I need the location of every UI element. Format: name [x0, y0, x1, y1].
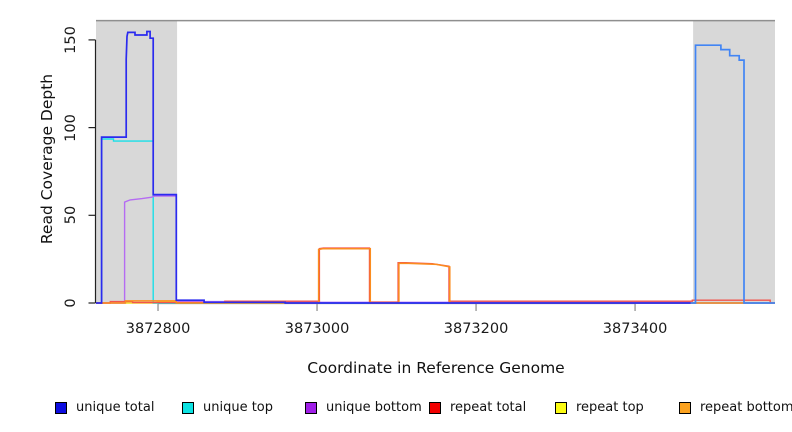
- series-line-unique-total: [690, 44, 775, 304]
- legend-item-unique-total: unique total: [55, 400, 155, 415]
- repeat-region-shade: [693, 20, 775, 303]
- legend-label-repeat-top: repeat top: [576, 400, 644, 415]
- series-line-repeat-bottom: [96, 248, 775, 304]
- legend-swatch-repeat-bottom: [679, 401, 691, 414]
- legend-swatch-unique-top: [182, 401, 194, 414]
- legend-item-unique-bottom: unique bottom: [305, 400, 422, 415]
- repeat-region-shade: [96, 20, 178, 303]
- x-tick-label: 3873200: [443, 321, 509, 337]
- y-tick-label: 100: [63, 113, 79, 142]
- x-axis-title: Coordinate in Reference Genome: [307, 359, 565, 377]
- legend-item-repeat-bottom: repeat bottom: [679, 400, 792, 415]
- legend-swatch-unique-bottom: [305, 401, 317, 414]
- y-tick-label: 150: [63, 26, 79, 54]
- legend-item-unique-top: unique top: [182, 400, 274, 415]
- legend-label-repeat-total: repeat total: [450, 400, 527, 415]
- series-line-unique-bottom: [96, 195, 775, 304]
- y-tick-label: 50: [63, 206, 79, 225]
- legend-swatch-repeat-total: [429, 401, 441, 414]
- x-tick-label: 3873400: [602, 321, 668, 337]
- legend-item-repeat-total: repeat total: [429, 400, 527, 415]
- legend-item-repeat-top: repeat top: [555, 400, 644, 415]
- series-line-repeat-total: [96, 247, 775, 304]
- series-line-unique-top: [96, 138, 775, 304]
- legend-label-repeat-bottom: repeat bottom: [700, 400, 792, 415]
- legend-label-unique-top: unique top: [203, 400, 274, 415]
- legend-label-unique-total: unique total: [76, 400, 155, 415]
- legend-label-unique-bottom: unique bottom: [326, 400, 422, 415]
- legend-swatch-unique-total: [55, 401, 67, 414]
- y-axis-title: Read Coverage Depth: [38, 73, 56, 245]
- legend-swatch-repeat-top: [555, 401, 567, 414]
- x-tick-label: 3873000: [284, 321, 350, 337]
- x-tick-label: 3872800: [125, 321, 191, 337]
- series-line-unique-total: [96, 30, 691, 304]
- y-tick-label: 0: [63, 298, 79, 308]
